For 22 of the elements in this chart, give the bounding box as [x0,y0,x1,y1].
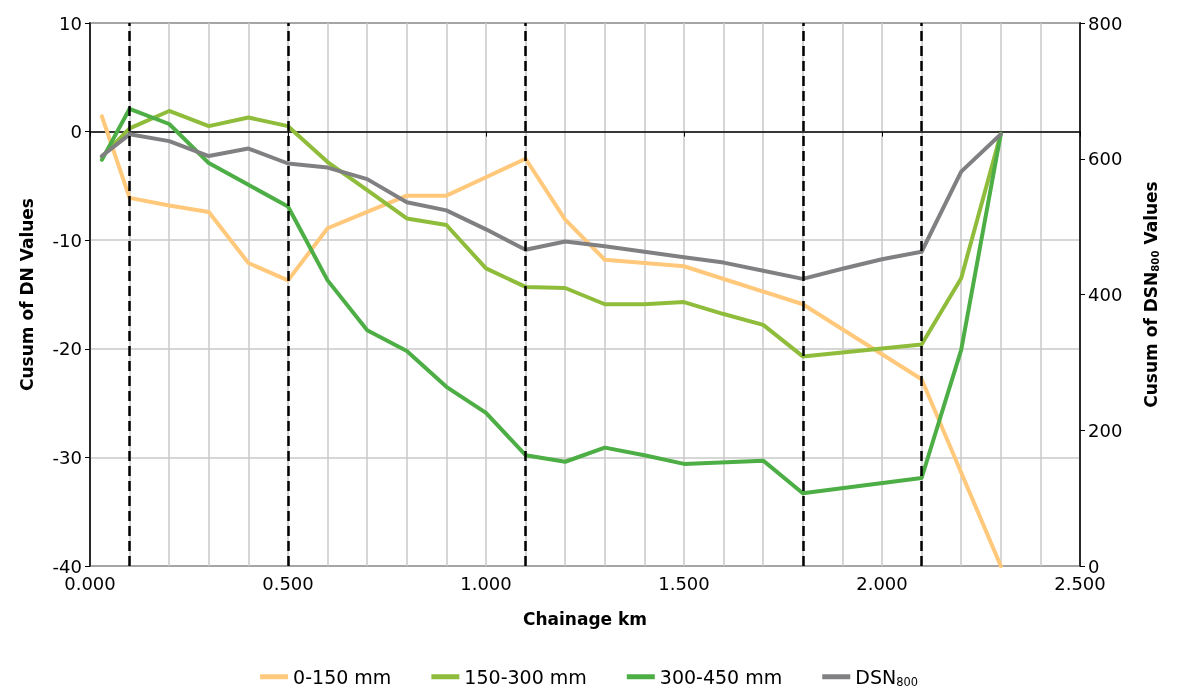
y2-tick-label: 400 [1088,284,1123,305]
y-tick-label: -30 [52,446,82,468]
y-axis-title: Cusum of DN Values [16,198,37,391]
y2-tick-label: 200 [1088,419,1123,441]
y2-tick-label: 800 [1088,12,1123,34]
x-tick-label: 2.000 [856,572,908,594]
x-tick-label: 1.000 [460,572,512,594]
legend-label: 300-450 mm [659,665,783,688]
y-tick-label: 10 [59,12,82,34]
y2-axis-title: Cusum of DSN800 Values [1141,181,1162,408]
y-tick-label: -20 [52,338,82,360]
legend-label: 150-300 mm [464,665,587,688]
y2-tick-label: 600 [1088,148,1123,170]
line-series [99,114,1003,568]
x-tick-label: 1.500 [658,572,710,594]
legend-label: 0-150 mm [293,665,392,688]
x-axis-title: Chainage km [522,608,648,629]
x-tick-label: 0.500 [262,572,314,594]
line-series [99,132,1003,281]
y-tick-label: -10 [52,229,82,251]
line-series [99,106,1003,496]
y-tick-label: 0 [70,121,82,143]
